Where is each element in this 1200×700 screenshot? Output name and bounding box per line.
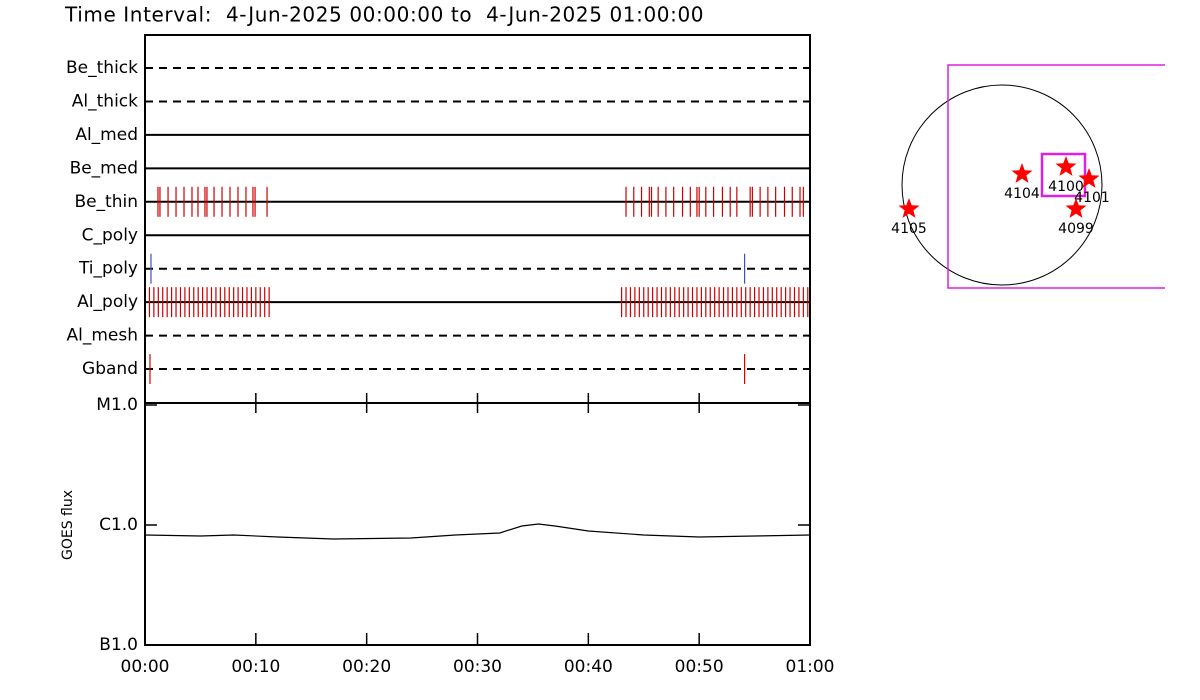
filter-label: C_poly [82, 225, 138, 245]
filter-label: Al_poly [77, 292, 138, 312]
region-label: 4100 [1048, 179, 1084, 195]
region-label: 4099 [1058, 221, 1094, 237]
region-label: 4104 [1004, 186, 1040, 202]
goes-curve [144, 523, 811, 540]
x-tick-label: 00:40 [564, 657, 613, 677]
x-tick-label: 00:00 [121, 657, 170, 677]
x-tick-label: 00:20 [342, 657, 391, 677]
filter-label: Gband [82, 359, 138, 379]
region-star [1065, 198, 1087, 218]
solar-disk [901, 84, 1103, 286]
filter-label: Be_med [70, 158, 138, 178]
x-tick-label: 01:00 [786, 657, 835, 677]
title: Time Interval: 4-Jun-2025 00:00:00 to 4-… [64, 3, 704, 27]
goes-frame [144, 402, 811, 646]
target-box [1040, 152, 1087, 198]
filter-label: Be_thick [66, 58, 138, 78]
filter-label: Al_thick [72, 91, 138, 111]
timeline-frame [144, 34, 811, 404]
x-tick-label: 00:10 [231, 657, 280, 677]
filter-label: Be_thin [74, 192, 138, 212]
region-label: 4101 [1074, 190, 1110, 206]
region-star [1055, 156, 1077, 176]
region-label: 4105 [891, 221, 927, 237]
y-tick-label: B1.0 [99, 635, 138, 655]
field-of-view [947, 64, 1165, 289]
region-star [1011, 163, 1033, 183]
x-tick-label: 00:50 [675, 657, 724, 677]
y-tick-label: C1.0 [99, 515, 138, 535]
filter-label: Ti_poly [78, 259, 138, 279]
y-tick-label: M1.0 [96, 395, 138, 415]
filter-label: Al_med [75, 125, 138, 145]
y-axis-label: GOES flux [60, 490, 76, 560]
region-star [1078, 168, 1100, 188]
x-tick-label: 00:30 [453, 657, 502, 677]
region-star [898, 198, 920, 218]
filter-label: Al_mesh [66, 326, 138, 346]
